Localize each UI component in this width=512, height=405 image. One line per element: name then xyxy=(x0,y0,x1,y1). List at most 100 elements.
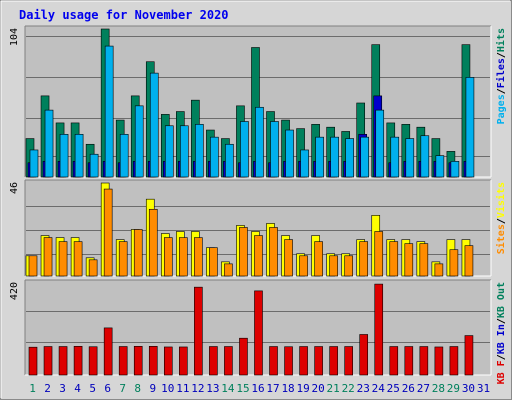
legend-separator: / xyxy=(496,88,507,94)
x-tick-label-day-5: 5 xyxy=(89,382,96,395)
panel-middle: 46 Sites/Visits xyxy=(9,179,507,277)
x-axis-labels: 1 2 3 4 5 6 7 8 9 10 11 12 13 14 15 16 17 18 19 20 21 22 23 24 2… xyxy=(29,382,490,395)
bar-pages-day-2 xyxy=(44,109,54,178)
chart-title: Daily usage for November 2020 xyxy=(19,8,229,22)
bar-pages-day-8 xyxy=(134,105,144,178)
bar-sites-day-15 xyxy=(239,227,248,277)
x-tick-label-day-16: 16 xyxy=(251,382,264,395)
bar-kb-f-day-21 xyxy=(329,346,338,376)
x-tick-label-day-19: 19 xyxy=(296,382,309,395)
bar-pages-day-5 xyxy=(89,153,99,178)
legend-entry: Hits xyxy=(495,28,507,52)
bar-sites-day-28 xyxy=(434,263,444,277)
bar-kb-f-day-11 xyxy=(179,346,188,376)
legend-entry: Pages xyxy=(496,94,507,124)
bar-pages-day-24 xyxy=(375,109,385,178)
bar-sites-day-21 xyxy=(329,255,338,277)
y-axis-max-label: 104 xyxy=(9,28,20,46)
legend-entry: KB F xyxy=(496,360,507,384)
bar-sites-day-6 xyxy=(103,188,113,277)
legend-entry: Files xyxy=(495,58,507,88)
x-tick-label-day-27: 27 xyxy=(417,382,430,395)
bar-pages-day-28 xyxy=(435,155,445,178)
x-tick-label-day-10: 10 xyxy=(161,382,174,395)
bar-sites-day-13 xyxy=(209,247,218,277)
bar-pages-day-16 xyxy=(255,106,264,178)
bar-sites-day-18 xyxy=(284,239,293,277)
bar-pages-day-15 xyxy=(240,121,249,178)
bar-pages-day-14 xyxy=(225,143,234,178)
legend-entry: Visits xyxy=(495,182,507,218)
legend-separator: / xyxy=(496,218,507,224)
bar-sites-day-7 xyxy=(118,241,128,277)
bar-kb-f-day-20 xyxy=(314,346,323,376)
bar-pages-day-29 xyxy=(450,161,460,178)
x-tick-label-day-4: 4 xyxy=(74,382,81,395)
x-tick-label-day-8: 8 xyxy=(134,382,141,395)
bar-sites-day-24 xyxy=(374,231,384,277)
x-tick-label-day-30: 30 xyxy=(462,382,475,395)
bar-pages-day-27 xyxy=(420,135,430,178)
bar-sites-day-14 xyxy=(224,263,233,277)
bar-kb-f-day-10 xyxy=(163,346,173,376)
bar-kb-f-day-12 xyxy=(194,286,203,376)
legend-entry: Sites xyxy=(495,224,507,254)
y-axis-max-label: 46 xyxy=(9,182,20,194)
bar-kb-f-day-5 xyxy=(88,346,98,376)
bar-pages-day-19 xyxy=(300,149,309,178)
bar-kb-f-day-6 xyxy=(103,327,113,376)
bar-sites-day-5 xyxy=(88,259,98,277)
bar-sites-day-20 xyxy=(314,241,323,277)
bar-pages-day-21 xyxy=(330,136,339,178)
bar-kb-f-day-13 xyxy=(209,346,218,376)
bar-pages-day-12 xyxy=(195,124,204,178)
bar-kb-f-day-15 xyxy=(239,337,248,376)
bar-pages-day-26 xyxy=(405,138,415,178)
bar-sites-day-9 xyxy=(148,208,158,277)
x-tick-label-day-22: 22 xyxy=(342,382,355,395)
bar-kb-f-day-28 xyxy=(434,346,444,376)
bar-sites-day-30 xyxy=(464,245,474,277)
bar-sites-day-8 xyxy=(133,229,143,277)
bar-kb-f-day-2 xyxy=(43,346,53,376)
x-tick-label-day-12: 12 xyxy=(191,382,204,395)
x-tick-label-day-3: 3 xyxy=(59,382,66,395)
x-tick-label-day-23: 23 xyxy=(357,382,370,395)
bar-kb-f-day-3 xyxy=(58,346,68,376)
bar-kb-f-day-22 xyxy=(344,346,353,376)
bar-kb-f-day-8 xyxy=(133,346,143,376)
bar-kb-f-day-26 xyxy=(404,346,414,376)
x-tick-label-day-11: 11 xyxy=(176,382,189,395)
bar-sites-day-26 xyxy=(404,243,414,277)
bar-kb-f-day-25 xyxy=(389,346,399,376)
bar-sites-day-16 xyxy=(254,235,263,277)
bar-kb-f-day-19 xyxy=(299,346,308,376)
x-tick-label-day-31: 31 xyxy=(477,382,490,395)
bar-kb-f-day-14 xyxy=(224,346,233,376)
x-tick-label-day-28: 28 xyxy=(432,382,445,395)
x-tick-label-day-2: 2 xyxy=(44,382,51,395)
legend-separator: / xyxy=(496,318,507,324)
x-tick-label-day-20: 20 xyxy=(312,382,325,395)
legend-separator: / xyxy=(496,52,507,58)
x-tick-label-day-26: 26 xyxy=(402,382,415,395)
bar-sites-day-11 xyxy=(179,237,188,277)
bar-sites-day-22 xyxy=(344,255,353,277)
bar-kb-f-day-16 xyxy=(254,290,263,376)
x-tick-label-day-1: 1 xyxy=(29,382,36,395)
bar-sites-day-17 xyxy=(269,227,278,277)
bar-kb-f-day-29 xyxy=(449,346,459,376)
bar-kb-f-day-18 xyxy=(284,346,293,376)
bar-sites-day-2 xyxy=(43,237,53,277)
bar-pages-day-20 xyxy=(315,136,324,178)
bar-sites-day-12 xyxy=(194,237,203,277)
legend-entry: KB Out xyxy=(496,282,507,318)
x-tick-label-day-9: 9 xyxy=(149,382,156,395)
legend-top: Pages/Files/Hits xyxy=(495,28,507,124)
y-axis-max-label: 420 xyxy=(9,282,20,300)
legend-middle: Sites/Visits xyxy=(495,182,507,254)
bar-kb-f-day-7 xyxy=(118,346,128,376)
